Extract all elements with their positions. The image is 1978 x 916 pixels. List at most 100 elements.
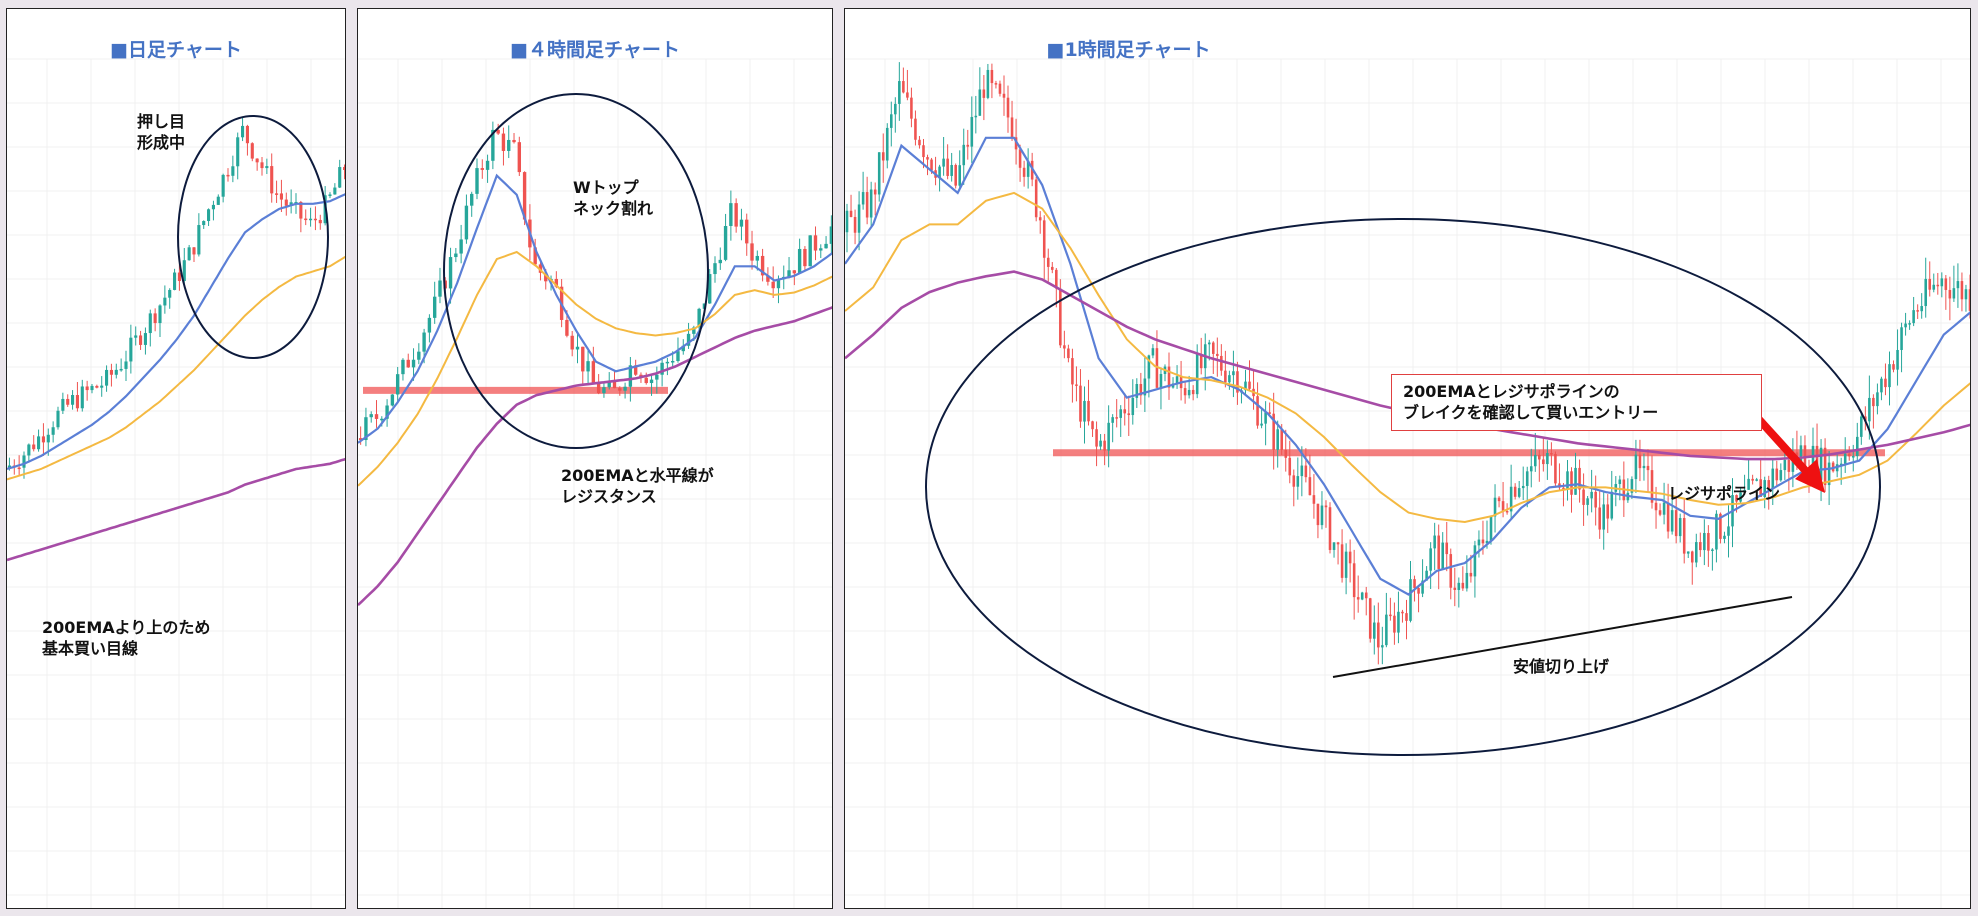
h1-candle [1755, 479, 1758, 481]
h4-candle [813, 235, 818, 251]
daily-candle [236, 137, 240, 167]
h1-candle [1964, 289, 1968, 300]
h1-candle [1550, 453, 1553, 455]
h4-candle [459, 239, 463, 254]
h4-candle [665, 361, 670, 364]
h4-candle [491, 129, 495, 161]
daily-candle [51, 427, 55, 435]
h1-candle [1819, 447, 1823, 480]
h1-candle [1461, 582, 1465, 589]
h1-candle [1690, 551, 1694, 563]
h1-candle [1674, 510, 1678, 537]
h1-candle [1473, 545, 1477, 577]
h4-candle [607, 381, 611, 388]
h1-candle [942, 158, 945, 167]
h1-candle [1300, 465, 1304, 477]
h1-candle [1799, 445, 1803, 462]
h1-candle [1071, 358, 1074, 385]
h1-candle [1924, 278, 1928, 307]
h1-candle [938, 166, 941, 178]
h1-candle [946, 158, 949, 176]
h1-candle [918, 139, 921, 146]
h1-candle [1542, 459, 1545, 465]
h4-candle [364, 417, 368, 441]
daily-candle [95, 385, 99, 388]
daily-candle [343, 167, 345, 170]
h1-candle [1747, 478, 1750, 490]
h1-candle [1630, 479, 1634, 493]
h1-candle [1127, 413, 1131, 416]
h1-candle [1042, 220, 1046, 258]
h1-candle [1115, 417, 1118, 419]
h4-candle [676, 351, 680, 361]
h1-candle [1562, 487, 1565, 490]
h1-candle [1513, 486, 1517, 497]
h1-candle [1811, 445, 1815, 476]
h1-candle [1292, 475, 1296, 487]
daily-candle [309, 218, 313, 221]
h1-candle [1509, 486, 1513, 512]
h1-candle [1385, 614, 1388, 646]
daily-candle [211, 204, 215, 210]
h1-candle [1699, 542, 1702, 551]
daily-candle [61, 398, 65, 411]
daily-candle [119, 368, 123, 371]
h1-candle [1010, 117, 1014, 138]
h1-candle [1099, 440, 1102, 447]
h4-candle [745, 219, 749, 244]
h1-candle [922, 145, 925, 158]
daily-candle [226, 174, 230, 177]
h1-candle [1308, 477, 1312, 496]
h1-candle [1220, 355, 1223, 371]
h1-candle [1888, 364, 1891, 388]
h1-candle [902, 81, 905, 93]
daily-candle [105, 369, 109, 386]
h1-candle [906, 92, 909, 98]
h1-candle [1280, 429, 1284, 450]
daily-candle [304, 218, 308, 221]
h4-candle [374, 414, 379, 419]
h4-candle [644, 377, 648, 384]
h1-candle [1389, 614, 1392, 617]
h1-candle [1610, 491, 1614, 519]
h1-candle [1948, 289, 1952, 299]
h4-candle [692, 327, 696, 334]
pullback-note: 押し目 形成中 [137, 112, 186, 152]
h1-candle [1505, 510, 1509, 513]
daily-candle [85, 386, 89, 391]
h1-candle [1904, 323, 1907, 328]
h4-candle [708, 274, 712, 304]
h4-candle [760, 255, 765, 276]
h1-candle [910, 97, 913, 119]
h1-candle [1650, 470, 1654, 503]
h1-candle [898, 81, 901, 104]
daily-candle [197, 225, 201, 255]
h1-candle [1167, 366, 1171, 388]
h1-candle [1248, 381, 1251, 389]
h1-candle [1288, 457, 1292, 476]
h1-candle [889, 114, 893, 128]
h1-candle [1928, 278, 1932, 290]
h1-candle [1272, 413, 1275, 450]
h1-candle [1276, 429, 1279, 450]
h1-candle [1441, 542, 1445, 569]
h1-candle [1662, 502, 1666, 515]
h1-candle [1368, 598, 1372, 639]
h1-candle [1244, 381, 1247, 391]
h1-candle [982, 89, 986, 98]
h1-candle [1437, 535, 1440, 569]
h1-candle [1413, 579, 1416, 588]
h1-candle [1570, 471, 1573, 495]
h1-candle [1079, 385, 1082, 422]
daily-candle [265, 166, 269, 169]
h1-candle [1336, 542, 1340, 545]
h1-candle [1195, 354, 1199, 395]
h1-candle [1892, 364, 1895, 370]
h1-candle [1703, 533, 1706, 551]
h1-candle [1260, 423, 1263, 426]
h1-candle [1851, 456, 1855, 458]
h4-candle [438, 280, 442, 297]
h1-candle [994, 83, 998, 85]
h1-candle [1711, 549, 1714, 552]
h1-candle [1578, 467, 1581, 490]
